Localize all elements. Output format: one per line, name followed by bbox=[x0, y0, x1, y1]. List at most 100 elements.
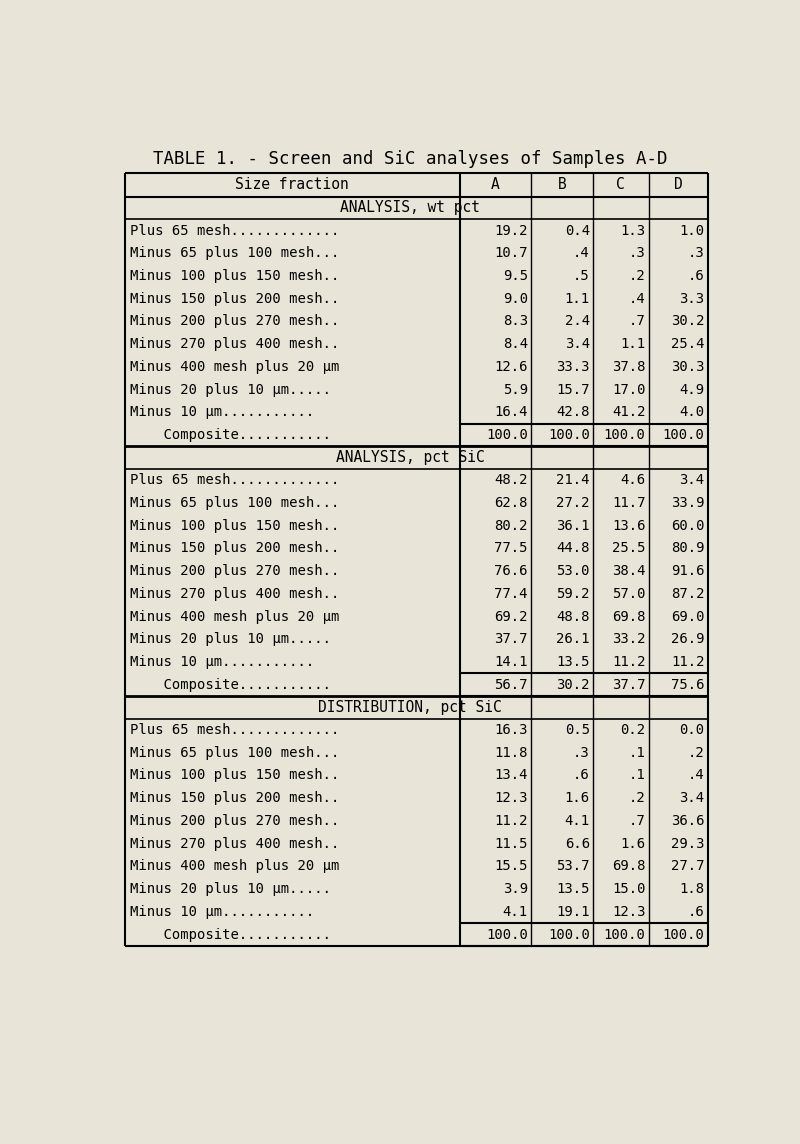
Text: D: D bbox=[674, 177, 682, 192]
Text: 13.4: 13.4 bbox=[494, 769, 528, 782]
Text: 1.3: 1.3 bbox=[621, 223, 646, 238]
Text: 1.1: 1.1 bbox=[565, 292, 590, 305]
Text: 21.4: 21.4 bbox=[556, 474, 590, 487]
Text: Minus 150 plus 200 mesh..: Minus 150 plus 200 mesh.. bbox=[130, 541, 339, 556]
Text: .7: .7 bbox=[629, 813, 646, 828]
Text: Minus 270 plus 400 mesh..: Minus 270 plus 400 mesh.. bbox=[130, 337, 339, 351]
Text: ANALYSIS, pct SiC: ANALYSIS, pct SiC bbox=[336, 451, 484, 466]
Text: Minus 400 mesh plus 20 μm: Minus 400 mesh plus 20 μm bbox=[130, 360, 339, 374]
Text: B: B bbox=[558, 177, 566, 192]
Text: 2.4: 2.4 bbox=[565, 315, 590, 328]
Text: .4: .4 bbox=[688, 769, 705, 782]
Text: 15.7: 15.7 bbox=[556, 382, 590, 397]
Text: 36.6: 36.6 bbox=[671, 813, 705, 828]
Text: 48.2: 48.2 bbox=[494, 474, 528, 487]
Text: Minus 20 plus 10 μm.....: Minus 20 plus 10 μm..... bbox=[130, 882, 330, 896]
Text: TABLE 1. - Screen and SiC analyses of Samples A-D: TABLE 1. - Screen and SiC analyses of Sa… bbox=[153, 151, 667, 168]
Text: .2: .2 bbox=[629, 269, 646, 283]
Text: ANALYSIS, wt pct: ANALYSIS, wt pct bbox=[340, 200, 480, 215]
Text: 30.2: 30.2 bbox=[556, 678, 590, 692]
Text: 53.7: 53.7 bbox=[556, 859, 590, 873]
Text: 26.1: 26.1 bbox=[556, 633, 590, 646]
Text: 77.5: 77.5 bbox=[494, 541, 528, 556]
Text: 11.5: 11.5 bbox=[494, 836, 528, 851]
Text: 36.1: 36.1 bbox=[556, 518, 590, 533]
Text: 0.2: 0.2 bbox=[621, 723, 646, 737]
Text: .3: .3 bbox=[629, 246, 646, 261]
Text: Minus 270 plus 400 mesh..: Minus 270 plus 400 mesh.. bbox=[130, 836, 339, 851]
Text: Minus 10 μm...........: Minus 10 μm........... bbox=[130, 905, 314, 919]
Text: C: C bbox=[617, 177, 625, 192]
Text: .2: .2 bbox=[629, 792, 646, 805]
Text: 80.2: 80.2 bbox=[494, 518, 528, 533]
Text: A: A bbox=[491, 177, 500, 192]
Text: Composite...........: Composite........... bbox=[130, 428, 330, 442]
Text: 19.2: 19.2 bbox=[494, 223, 528, 238]
Text: .4: .4 bbox=[629, 292, 646, 305]
Text: Minus 20 plus 10 μm.....: Minus 20 plus 10 μm..... bbox=[130, 382, 330, 397]
Text: 25.4: 25.4 bbox=[671, 337, 705, 351]
Text: 42.8: 42.8 bbox=[556, 405, 590, 420]
Text: 3.9: 3.9 bbox=[502, 882, 528, 896]
Text: 87.2: 87.2 bbox=[671, 587, 705, 601]
Text: 0.0: 0.0 bbox=[679, 723, 705, 737]
Text: 3.4: 3.4 bbox=[679, 474, 705, 487]
Text: 27.2: 27.2 bbox=[556, 496, 590, 510]
Text: .6: .6 bbox=[688, 269, 705, 283]
Text: 30.3: 30.3 bbox=[671, 360, 705, 374]
Text: 11.2: 11.2 bbox=[671, 656, 705, 669]
Text: 11.2: 11.2 bbox=[612, 656, 646, 669]
Text: .4: .4 bbox=[573, 246, 590, 261]
Text: Minus 20 plus 10 μm.....: Minus 20 plus 10 μm..... bbox=[130, 633, 330, 646]
Text: 11.2: 11.2 bbox=[494, 813, 528, 828]
Text: 19.1: 19.1 bbox=[556, 905, 590, 919]
Text: Minus 400 mesh plus 20 μm: Minus 400 mesh plus 20 μm bbox=[130, 610, 339, 623]
Text: 91.6: 91.6 bbox=[671, 564, 705, 578]
Text: 69.0: 69.0 bbox=[671, 610, 705, 623]
Text: Minus 200 plus 270 mesh..: Minus 200 plus 270 mesh.. bbox=[130, 315, 339, 328]
Text: .7: .7 bbox=[629, 315, 646, 328]
Text: 30.2: 30.2 bbox=[671, 315, 705, 328]
Text: 15.0: 15.0 bbox=[612, 882, 646, 896]
Text: 48.8: 48.8 bbox=[556, 610, 590, 623]
Text: Minus 150 plus 200 mesh..: Minus 150 plus 200 mesh.. bbox=[130, 292, 339, 305]
Text: 33.2: 33.2 bbox=[612, 633, 646, 646]
Text: 33.9: 33.9 bbox=[671, 496, 705, 510]
Text: 3.4: 3.4 bbox=[679, 792, 705, 805]
Text: 33.3: 33.3 bbox=[556, 360, 590, 374]
Text: 37.8: 37.8 bbox=[612, 360, 646, 374]
Text: 13.6: 13.6 bbox=[612, 518, 646, 533]
Text: Plus 65 mesh.............: Plus 65 mesh............. bbox=[130, 223, 339, 238]
Text: .1: .1 bbox=[629, 769, 646, 782]
Text: 62.8: 62.8 bbox=[494, 496, 528, 510]
Text: 100.0: 100.0 bbox=[662, 428, 705, 442]
Text: 44.8: 44.8 bbox=[556, 541, 590, 556]
Text: 100.0: 100.0 bbox=[548, 428, 590, 442]
Text: 38.4: 38.4 bbox=[612, 564, 646, 578]
Text: 13.5: 13.5 bbox=[556, 656, 590, 669]
Text: Minus 65 plus 100 mesh...: Minus 65 plus 100 mesh... bbox=[130, 496, 339, 510]
Text: Minus 270 plus 400 mesh..: Minus 270 plus 400 mesh.. bbox=[130, 587, 339, 601]
Text: 100.0: 100.0 bbox=[486, 928, 528, 942]
Text: 41.2: 41.2 bbox=[612, 405, 646, 420]
Text: Composite...........: Composite........... bbox=[130, 678, 330, 692]
Text: DISTRIBUTION, pct SiC: DISTRIBUTION, pct SiC bbox=[318, 700, 502, 715]
Text: Minus 150 plus 200 mesh..: Minus 150 plus 200 mesh.. bbox=[130, 792, 339, 805]
Text: 8.3: 8.3 bbox=[502, 315, 528, 328]
Text: 1.8: 1.8 bbox=[679, 882, 705, 896]
Text: 77.4: 77.4 bbox=[494, 587, 528, 601]
Text: 16.4: 16.4 bbox=[494, 405, 528, 420]
Text: Minus 10 μm...........: Minus 10 μm........... bbox=[130, 656, 314, 669]
Text: 57.0: 57.0 bbox=[612, 587, 646, 601]
Text: Size fraction: Size fraction bbox=[235, 177, 349, 192]
Text: .6: .6 bbox=[688, 905, 705, 919]
Text: 53.0: 53.0 bbox=[556, 564, 590, 578]
Text: 56.7: 56.7 bbox=[494, 678, 528, 692]
Text: 12.3: 12.3 bbox=[612, 905, 646, 919]
Text: 4.9: 4.9 bbox=[679, 382, 705, 397]
Text: .6: .6 bbox=[573, 769, 590, 782]
Text: 69.8: 69.8 bbox=[612, 859, 646, 873]
Text: Minus 10 μm...........: Minus 10 μm........... bbox=[130, 405, 314, 420]
Text: 1.0: 1.0 bbox=[679, 223, 705, 238]
Text: Minus 100 plus 150 mesh..: Minus 100 plus 150 mesh.. bbox=[130, 269, 339, 283]
